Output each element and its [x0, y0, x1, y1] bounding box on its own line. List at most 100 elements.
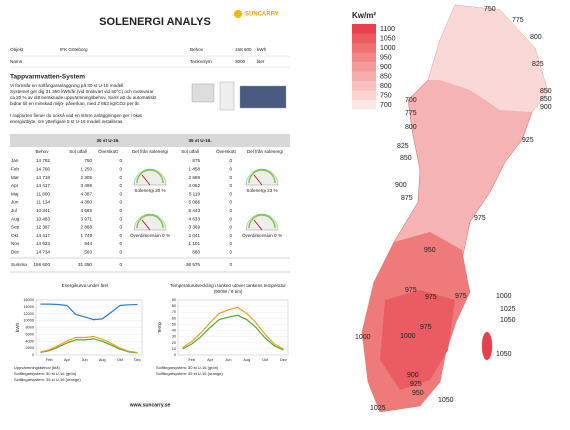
- legend-swatch: [352, 81, 376, 91]
- legend-label: 800: [380, 83, 392, 90]
- table-cell: 11 134: [36, 200, 50, 205]
- table-cell: 0: [119, 158, 122, 163]
- table-cell: 5 443: [189, 208, 201, 213]
- table-cell: 0: [119, 167, 122, 172]
- x-tick-label: Aug: [99, 358, 106, 362]
- column-header: Sol utfall: [69, 149, 87, 154]
- table-cell: 1 101: [189, 241, 201, 246]
- column-header: Överskott: [98, 148, 118, 154]
- gauge-scale: [136, 169, 164, 184]
- line-series: [40, 338, 138, 354]
- legend-label: 700: [380, 102, 392, 109]
- table-cell: 3 369: [189, 225, 201, 230]
- legend-label: 850: [380, 73, 392, 80]
- table-cell: 0: [119, 183, 122, 188]
- table-cell: 0: [229, 262, 232, 267]
- table-cell: 12 387: [36, 225, 50, 230]
- x-tick-label: Jun: [82, 358, 88, 362]
- contour-label: 700: [405, 97, 417, 104]
- legend-label: 1000: [380, 45, 396, 52]
- y-tick-label: 10000: [23, 319, 34, 323]
- product-image: [191, 81, 287, 111]
- contour-label: 775: [405, 110, 417, 117]
- field-unit: liter: [257, 59, 265, 64]
- table-cell: 0: [229, 167, 232, 172]
- table-cell: 14 766: [36, 167, 50, 172]
- legend-title: Kw/m²: [352, 11, 376, 20]
- table-cell: Jun: [11, 200, 19, 205]
- table-cell: 750: [84, 158, 92, 163]
- y-tick-label: 0: [174, 353, 176, 357]
- contour-label: 950: [424, 247, 436, 254]
- x-tick-label: Okt: [262, 358, 269, 362]
- column-header: Sol utfall: [181, 149, 199, 154]
- line-series: [182, 314, 284, 351]
- paragraph-line: I rapporten finner du också vad en störr…: [10, 112, 142, 118]
- table-header-band: [10, 134, 290, 147]
- legend-entry: Solfångarsystem: 35 st U-16 (orange): [156, 371, 223, 376]
- table-cell: 14 734: [36, 250, 50, 255]
- y-tick-label: 10: [172, 347, 176, 351]
- x-tick-label: Dec: [134, 358, 141, 362]
- logo-sun: [234, 10, 242, 18]
- contour-label: 925: [410, 381, 422, 388]
- paragraph-line: energiutbyte, om ytterligare 5 st U-16 m…: [10, 119, 124, 124]
- table-cell: Summa: [11, 262, 27, 267]
- gauge-needle: [253, 219, 263, 231]
- field-label: Behov: [190, 47, 204, 52]
- legend-swatch: [352, 24, 376, 34]
- gauge-label: Överdimension 0 %: [130, 232, 170, 238]
- title: SOLENERGI ANALYS: [99, 16, 211, 28]
- table-cell: 14 417: [36, 183, 50, 188]
- y-tick-label: 90: [172, 298, 176, 302]
- contour-label: 800: [530, 34, 542, 41]
- gauge-label: Solenergi 23 %: [246, 188, 277, 193]
- field-unit: kWh: [257, 47, 267, 52]
- field-label: Namn: [10, 59, 23, 64]
- table-cell: 14 718: [36, 175, 50, 180]
- legend-label: 750: [380, 92, 392, 99]
- table-cell: 0: [119, 191, 122, 196]
- y-tick-label: 40: [172, 329, 176, 333]
- y-tick-label: 60: [172, 316, 176, 320]
- table-cell: 31 350: [78, 262, 92, 267]
- legend-entry: Solfångarsystem: 30 st U-16 (grön): [156, 365, 219, 370]
- contour-label: 800: [405, 124, 417, 131]
- table-cell: 4 387: [81, 191, 93, 196]
- contour-label: 850: [400, 155, 412, 162]
- x-tick-label: Dec: [280, 358, 287, 362]
- x-tick-label: Apr: [207, 358, 214, 362]
- table-cell: 0: [119, 175, 122, 180]
- x-tick-label: Aug: [243, 358, 250, 362]
- contour-label: 975: [405, 287, 417, 294]
- table-cell: 36 575: [186, 262, 200, 267]
- table-cell: 0: [119, 225, 122, 230]
- table-cell: Jul: [11, 208, 17, 213]
- gauge-needle: [141, 219, 151, 231]
- table-cell: Sep: [11, 225, 20, 230]
- legend-swatch: [352, 100, 376, 110]
- table-cell: 10 341: [36, 208, 50, 213]
- table-cell: 3 499: [81, 183, 93, 188]
- table-cell: 4 665: [81, 208, 93, 213]
- field-value: IFK Göteborg: [60, 47, 88, 52]
- y-tick-label: 50: [172, 322, 176, 326]
- table-cell: 14 623: [36, 241, 50, 246]
- field-label: Tankvolym: [190, 59, 212, 64]
- table-cell: 0: [229, 183, 232, 188]
- table-cell: 2 689: [189, 175, 201, 180]
- y-tick-label: 4000: [26, 339, 34, 343]
- y-axis-label: kWh: [15, 322, 20, 332]
- table-cell: 158 600: [33, 262, 50, 267]
- table-cell: 1 749: [81, 233, 93, 238]
- table-cell: Dec: [11, 250, 20, 255]
- legend-swatch: [352, 43, 376, 53]
- y-tick-label: 6000: [26, 332, 34, 336]
- gauge-scale: [248, 169, 276, 184]
- table-cell: 0: [119, 241, 122, 246]
- table-cell: 0: [119, 250, 122, 255]
- contour-label: 900: [407, 372, 419, 379]
- table-cell: Nov: [11, 241, 20, 246]
- contour-label: 825: [532, 61, 544, 68]
